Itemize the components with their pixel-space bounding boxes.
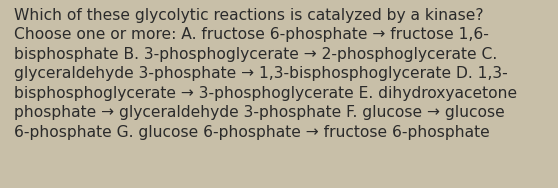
Text: Which of these glycolytic reactions is catalyzed by a kinase?
Choose one or more: Which of these glycolytic reactions is c…	[14, 8, 517, 140]
